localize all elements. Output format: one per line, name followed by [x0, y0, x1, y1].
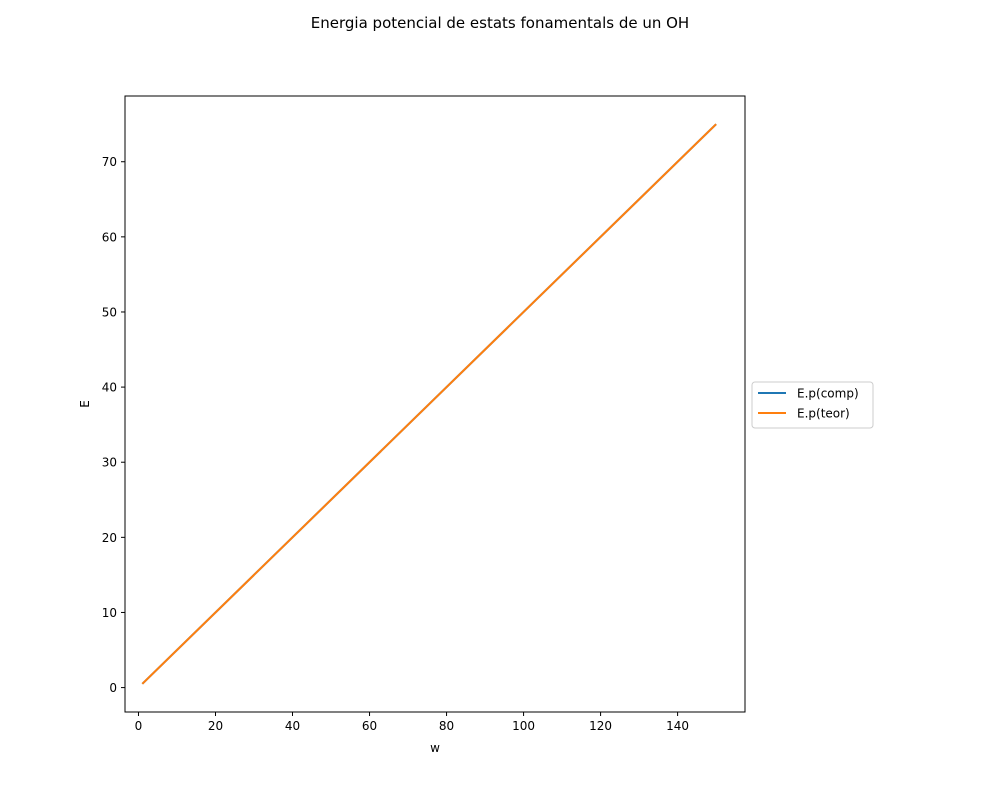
x-axis: 0 20 40 60 80 100 120 140 [135, 712, 689, 733]
plot-area [124, 95, 746, 713]
y-tick-label: 0 [109, 681, 117, 695]
series-line-teor [141, 123, 717, 685]
x-tick-label: 0 [135, 719, 143, 733]
y-tick-label: 40 [102, 381, 117, 395]
x-tick-label: 20 [208, 719, 223, 733]
y-tick-label: 20 [102, 531, 117, 545]
y-axis-label: E [78, 400, 92, 408]
x-axis-label: w [430, 741, 440, 755]
y-tick-label: 60 [102, 230, 117, 244]
x-tick-label: 120 [589, 719, 612, 733]
y-tick-label: 30 [102, 456, 117, 470]
chart-title: Energia potencial de estats fonamentals … [311, 14, 689, 32]
y-tick-label: 70 [102, 155, 117, 169]
y-axis: 0 10 20 30 40 50 60 70 [102, 155, 125, 695]
x-tick-label: 40 [285, 719, 300, 733]
y-tick-label: 50 [102, 305, 117, 319]
legend-label-teor: E.p(teor) [797, 407, 850, 421]
legend-label-comp: E.p(comp) [797, 387, 859, 401]
plot-frame [124, 95, 746, 713]
x-tick-label: 140 [666, 719, 689, 733]
y-tick-label: 10 [102, 606, 117, 620]
x-tick-label: 100 [512, 719, 535, 733]
x-tick-label: 60 [362, 719, 377, 733]
series-layer [141, 123, 717, 685]
x-tick-label: 80 [439, 719, 454, 733]
legend: E.p(comp) E.p(teor) [751, 381, 874, 429]
